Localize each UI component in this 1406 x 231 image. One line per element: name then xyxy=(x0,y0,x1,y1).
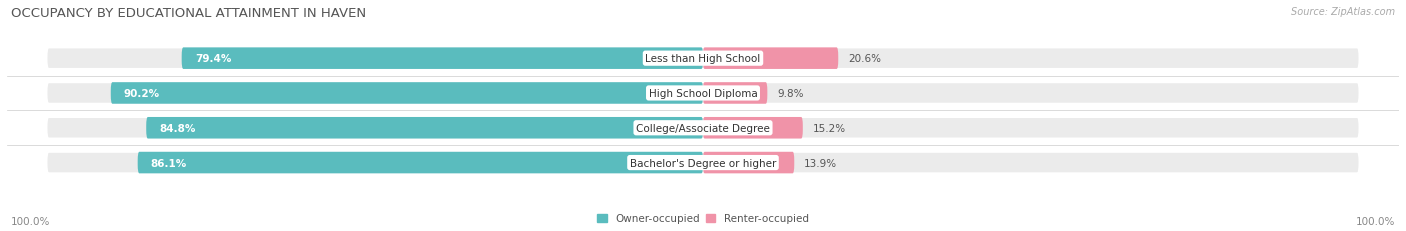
FancyBboxPatch shape xyxy=(703,83,768,104)
FancyBboxPatch shape xyxy=(703,118,803,139)
Text: Source: ZipAtlas.com: Source: ZipAtlas.com xyxy=(1291,7,1395,17)
Text: OCCUPANCY BY EDUCATIONAL ATTAINMENT IN HAVEN: OCCUPANCY BY EDUCATIONAL ATTAINMENT IN H… xyxy=(11,7,367,20)
FancyBboxPatch shape xyxy=(46,118,1360,139)
Text: Bachelor's Degree or higher: Bachelor's Degree or higher xyxy=(630,158,776,168)
Text: High School Diploma: High School Diploma xyxy=(648,88,758,99)
Text: 100.0%: 100.0% xyxy=(1355,216,1395,226)
Text: College/Associate Degree: College/Associate Degree xyxy=(636,123,770,133)
FancyBboxPatch shape xyxy=(111,83,703,104)
Text: 86.1%: 86.1% xyxy=(150,158,187,168)
FancyBboxPatch shape xyxy=(703,48,838,70)
Legend: Owner-occupied, Renter-occupied: Owner-occupied, Renter-occupied xyxy=(593,210,813,228)
Text: 100.0%: 100.0% xyxy=(11,216,51,226)
Text: 9.8%: 9.8% xyxy=(778,88,804,99)
Text: 13.9%: 13.9% xyxy=(804,158,837,168)
Text: 90.2%: 90.2% xyxy=(124,88,160,99)
Text: 79.4%: 79.4% xyxy=(195,54,231,64)
FancyBboxPatch shape xyxy=(46,152,1360,174)
Text: 15.2%: 15.2% xyxy=(813,123,846,133)
Text: 84.8%: 84.8% xyxy=(159,123,195,133)
Text: Less than High School: Less than High School xyxy=(645,54,761,64)
FancyBboxPatch shape xyxy=(146,118,703,139)
FancyBboxPatch shape xyxy=(138,152,703,174)
FancyBboxPatch shape xyxy=(703,152,794,174)
FancyBboxPatch shape xyxy=(46,83,1360,104)
FancyBboxPatch shape xyxy=(46,48,1360,70)
FancyBboxPatch shape xyxy=(181,48,703,70)
Text: 20.6%: 20.6% xyxy=(848,54,882,64)
